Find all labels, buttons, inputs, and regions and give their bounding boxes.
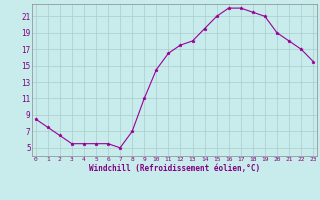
- X-axis label: Windchill (Refroidissement éolien,°C): Windchill (Refroidissement éolien,°C): [89, 164, 260, 173]
